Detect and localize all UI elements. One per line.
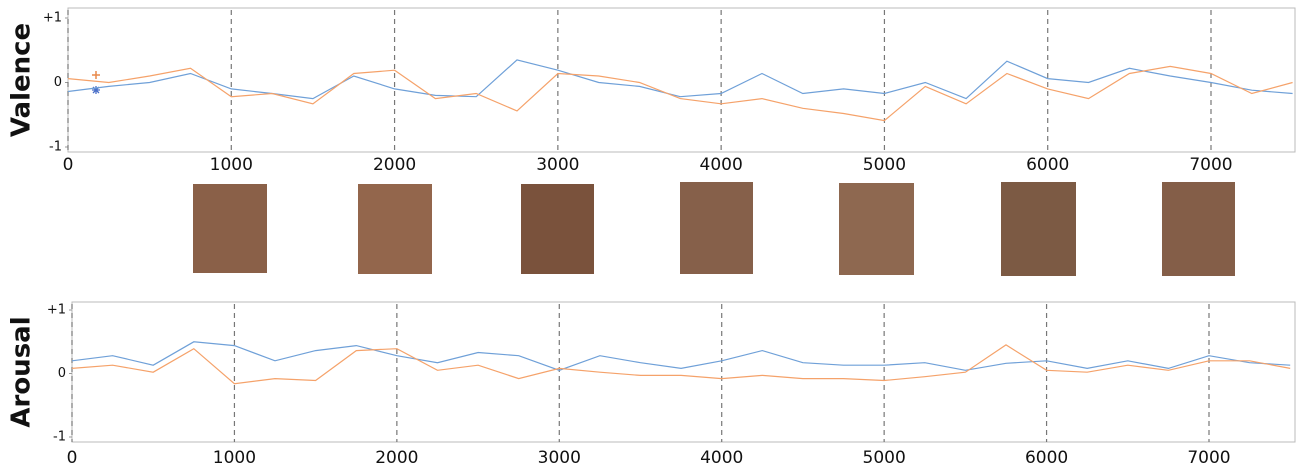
face-image — [839, 183, 914, 275]
x-tick-label: 4000 — [700, 448, 743, 467]
series-line — [71, 341, 1291, 371]
start-markers — [92, 71, 100, 94]
y-tick-label: -1 — [49, 140, 62, 155]
x-tick-label: 2000 — [373, 155, 416, 175]
series-line — [71, 344, 1291, 385]
series-line — [67, 65, 1293, 122]
y-axis-label: Valence — [7, 23, 37, 137]
series-line — [67, 59, 1293, 100]
x-tick-label: 3000 — [536, 155, 579, 175]
x-tick-label: 5000 — [863, 155, 906, 175]
y-tick-label: +1 — [47, 303, 66, 318]
x-tick-label: 7000 — [1187, 448, 1230, 467]
x-tick-label: 1000 — [213, 448, 256, 467]
plus-marker — [92, 71, 100, 79]
x-tick-label: 0 — [67, 448, 78, 467]
face-image — [521, 184, 594, 274]
x-tick-label: 0 — [63, 155, 74, 175]
y-tick-label: 0 — [58, 366, 66, 381]
y-tick-label: +1 — [43, 11, 62, 26]
face-image — [680, 182, 753, 274]
x-tick-label: 4000 — [700, 155, 743, 175]
x-tick-label: 3000 — [538, 448, 581, 467]
x-tick-label: 6000 — [1026, 155, 1069, 175]
y-tick-label: -1 — [53, 430, 66, 445]
plot-frame — [71, 301, 1296, 443]
x-tick-label: 6000 — [1025, 448, 1068, 467]
x-tick-label: 1000 — [210, 155, 253, 175]
face-images — [193, 182, 1235, 276]
face-image — [193, 184, 267, 273]
face-image — [1001, 182, 1076, 276]
plot-frame — [67, 7, 1296, 153]
face-image — [358, 184, 432, 274]
y-tick-label: 0 — [54, 75, 62, 90]
x-tick-label: 5000 — [863, 448, 906, 467]
x-tick-label: 2000 — [375, 448, 418, 467]
star-marker — [92, 86, 100, 94]
x-tick-label: 7000 — [1189, 155, 1232, 175]
y-axis-label: Arousal — [7, 316, 37, 427]
face-image — [1162, 182, 1235, 276]
